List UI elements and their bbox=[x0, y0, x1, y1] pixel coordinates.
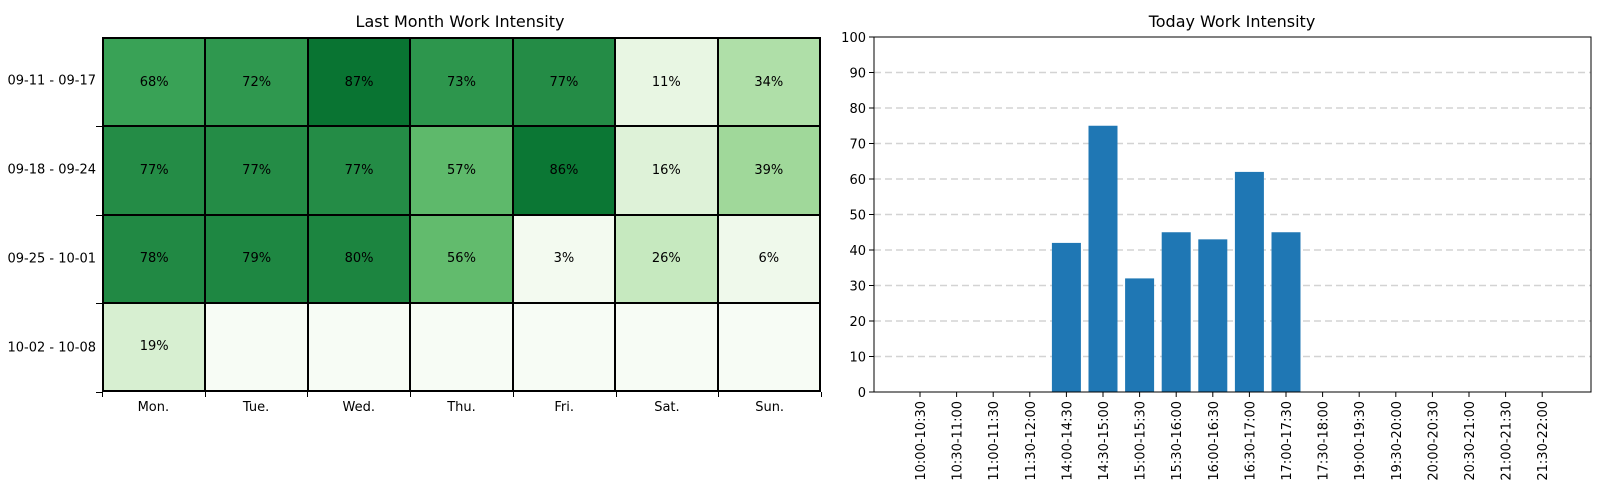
y-tick-label: 80 bbox=[849, 102, 866, 117]
heatmap-cell: 39% bbox=[717, 126, 820, 215]
heatmap-cell: 86% bbox=[512, 126, 616, 215]
heatmap-cell bbox=[307, 302, 411, 391]
heatmap-row-tick bbox=[96, 214, 102, 216]
heatmap-cell: 80% bbox=[307, 214, 411, 303]
heatmap-cell: 19% bbox=[103, 302, 206, 391]
heatmap-column-label: Thu. bbox=[447, 400, 476, 415]
x-tick-label: 17:00-17:30 bbox=[1280, 401, 1295, 481]
heatmap-cell: 77% bbox=[307, 126, 411, 215]
x-tick-label: 14:00-14:30 bbox=[1060, 401, 1075, 481]
heatmap-column-tick bbox=[307, 392, 309, 397]
heatmap-column-tick bbox=[821, 392, 822, 397]
heatmap-column-tick bbox=[410, 392, 412, 397]
heatmap-row-label: 10-02 - 10-08 bbox=[7, 340, 96, 356]
heatmap-cell: 11% bbox=[615, 38, 718, 127]
x-tick-label: 16:00-16:30 bbox=[1207, 401, 1222, 481]
heatmap-cell: 77% bbox=[512, 38, 616, 127]
heatmap-cell: 87% bbox=[307, 38, 411, 127]
heatmap-column-tick bbox=[512, 392, 514, 397]
y-tick-label: 70 bbox=[849, 138, 866, 153]
y-tick-label: 40 bbox=[849, 244, 866, 259]
heatmap-cell: 78% bbox=[103, 214, 206, 303]
heatmap-cell: 26% bbox=[615, 214, 718, 303]
heatmap-cell: 57% bbox=[410, 126, 513, 215]
bar bbox=[1161, 232, 1191, 392]
bar bbox=[1088, 125, 1118, 392]
y-tick-label: 0 bbox=[858, 386, 866, 401]
heatmap-row-label: 09-18 - 09-24 bbox=[7, 162, 96, 178]
heatmap-column-tick bbox=[204, 392, 206, 397]
plot-frame bbox=[873, 36, 1592, 393]
bar bbox=[1051, 242, 1081, 392]
bar bbox=[1125, 278, 1155, 392]
heatmap-row-tick bbox=[96, 303, 102, 305]
heatmap-cell: 72% bbox=[205, 38, 308, 127]
x-tick-label: 19:00-19:30 bbox=[1353, 401, 1368, 481]
x-tick-label: 16:30-17:00 bbox=[1243, 401, 1258, 481]
heatmap-row-tick bbox=[96, 392, 102, 393]
heatmap-column-tick bbox=[718, 392, 720, 397]
x-tick-label: 10:30-11:00 bbox=[951, 401, 966, 481]
heatmap-cell: 34% bbox=[717, 38, 820, 127]
x-tick-label: 21:00-21:30 bbox=[1500, 401, 1515, 481]
x-tick-label: 15:00-15:30 bbox=[1134, 401, 1149, 481]
x-tick-label: 15:30-16:00 bbox=[1170, 401, 1185, 481]
heatmap-cell: 68% bbox=[103, 38, 206, 127]
heatmap-cell bbox=[512, 302, 616, 391]
heatmap-column-label: Sun. bbox=[755, 400, 785, 415]
heatmap-title: Last Month Work Intensity bbox=[355, 12, 565, 31]
y-tick-label: 50 bbox=[849, 209, 866, 224]
x-tick-label: 11:30-12:00 bbox=[1024, 401, 1039, 481]
x-tick-label: 21:30-22:00 bbox=[1536, 401, 1551, 481]
y-tick-label: 10 bbox=[849, 351, 866, 366]
heatmap-cell bbox=[410, 302, 513, 391]
heatmap-column-label: Sat. bbox=[654, 400, 680, 415]
heatmap-row-label: 09-25 - 10-01 bbox=[7, 251, 96, 267]
heatmap-cell bbox=[717, 302, 820, 391]
bar bbox=[1234, 171, 1264, 392]
bar-chart-title: Today Work Intensity bbox=[1148, 12, 1316, 31]
heatmap-column-label: Mon. bbox=[137, 400, 170, 415]
heatmap-column-tick bbox=[102, 392, 103, 397]
y-tick-label: 60 bbox=[849, 173, 866, 188]
heatmap-cell: 16% bbox=[615, 126, 718, 215]
heatmap-cell bbox=[615, 302, 718, 391]
x-tick-label: 14:30-15:00 bbox=[1097, 401, 1112, 481]
x-tick-label: 20:30-21:00 bbox=[1463, 401, 1478, 481]
x-tick-label: 20:00-20:30 bbox=[1426, 401, 1441, 481]
x-tick-label: 11:00-11:30 bbox=[987, 401, 1002, 481]
y-tick-label: 20 bbox=[849, 315, 866, 330]
bar bbox=[1198, 239, 1228, 392]
x-tick-label: 19:30-20:00 bbox=[1390, 401, 1405, 481]
heatmap-cell: 77% bbox=[205, 126, 308, 215]
heatmap-row-label: 09-11 - 09-17 bbox=[7, 73, 96, 89]
x-tick-label: 10:00-10:30 bbox=[914, 401, 929, 481]
heatmap-cell: 73% bbox=[410, 38, 513, 127]
heatmap-column-label: Wed. bbox=[342, 400, 376, 415]
bar bbox=[1271, 232, 1301, 392]
x-tick-label: 17:30-18:00 bbox=[1317, 401, 1332, 481]
heatmap-cell: 3% bbox=[512, 214, 616, 303]
heatmap-cell: 77% bbox=[103, 126, 206, 215]
heatmap-row-tick bbox=[96, 125, 102, 127]
heatmap-column-tick bbox=[615, 392, 617, 397]
heatmap-column-label: Fri. bbox=[554, 400, 575, 415]
y-tick-label: 30 bbox=[849, 280, 866, 295]
heatmap-grid: 68% 72% 87% 73% 77% 11% 34% 77% 77% 77% 57% 86% 16% 3… bbox=[102, 37, 821, 392]
heatmap-cell: 6% bbox=[717, 214, 820, 303]
y-tick-label: 100 bbox=[841, 31, 866, 46]
heatmap-cell bbox=[205, 302, 308, 391]
heatmap-cell: 79% bbox=[205, 214, 308, 303]
heatmap-cell: 56% bbox=[410, 214, 513, 303]
heatmap-column-label: Tue. bbox=[242, 400, 270, 415]
y-tick-label: 90 bbox=[849, 67, 866, 82]
